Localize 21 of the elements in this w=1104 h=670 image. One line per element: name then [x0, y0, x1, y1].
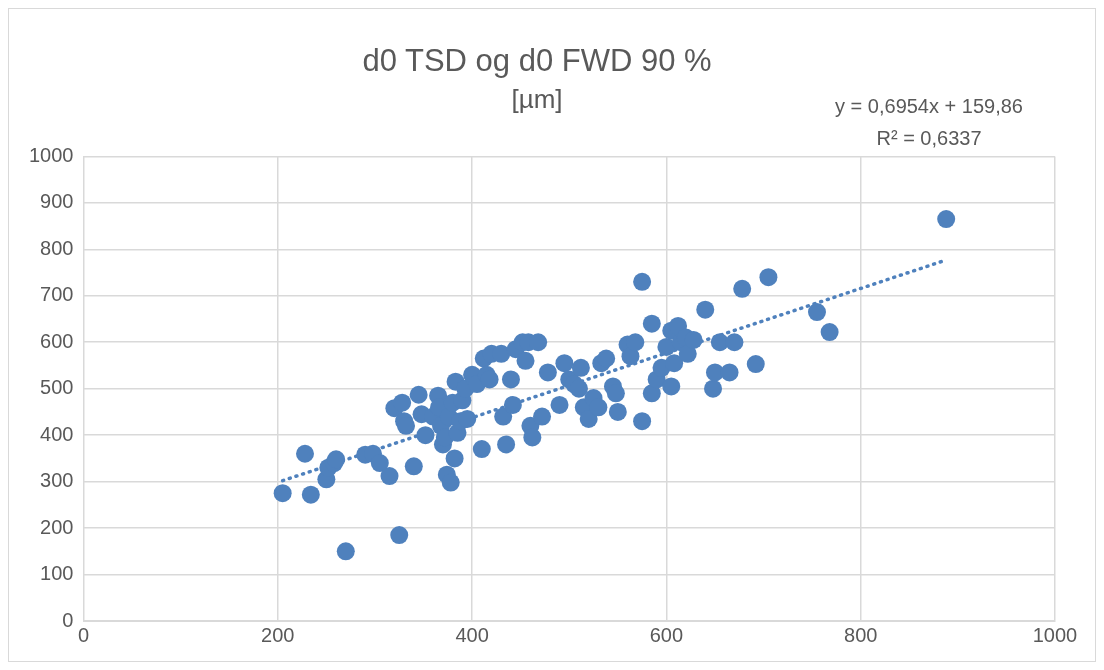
x-tick-label: 800 — [844, 623, 878, 646]
text: R² = 0,6337 — [876, 126, 982, 149]
y-tick-label: 800 — [40, 236, 74, 259]
y-tick-label: 300 — [40, 469, 74, 492]
y-tick-label: 500 — [40, 376, 74, 399]
x-tick-label: 200 — [261, 623, 295, 646]
y-tick-label: 700 — [40, 283, 74, 306]
chart-subtitle: [µm] — [511, 83, 563, 114]
y-tick-label: 900 — [40, 190, 74, 213]
y-tick-label: 200 — [40, 515, 74, 538]
y-tick-label: 1000 — [28, 143, 74, 166]
x-tick-label: 400 — [455, 623, 489, 646]
y-tick-label: 600 — [40, 329, 74, 352]
y-tick-label: 0 — [62, 608, 74, 631]
text: y = 0,6954x + 159,86 — [835, 94, 1023, 117]
y-tick-label: 400 — [40, 422, 74, 445]
x-tick-label: 1000 — [1032, 623, 1078, 646]
chart-title: d0 TSD og d0 FWD 90 % — [362, 43, 712, 79]
x-tick-label: 0 — [77, 623, 90, 646]
x-tick-label: 600 — [649, 623, 684, 646]
y-tick-label: 100 — [40, 562, 74, 585]
